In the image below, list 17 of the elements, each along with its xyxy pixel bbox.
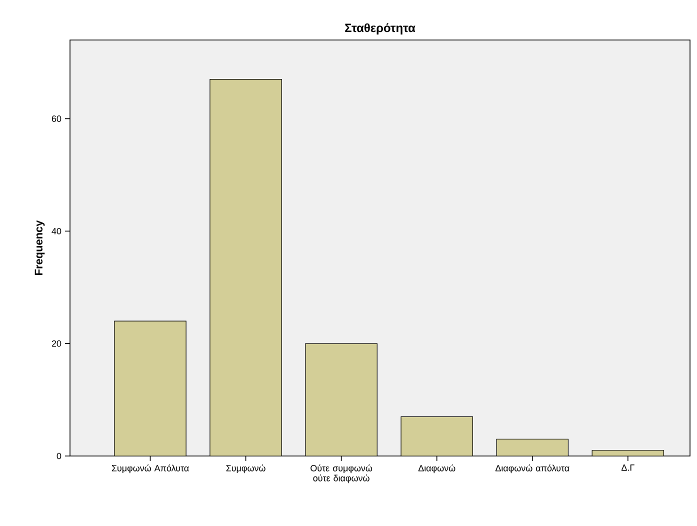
bar [496,438,569,456]
y-tick-label: 60 [52,116,62,122]
y-tick-label: 0 [56,452,62,460]
y-tick-label: 20 [52,340,62,347]
bar [305,343,378,456]
y-tick-label: 40 [52,228,62,234]
x-tick-label: Συμφωνώ Απόλυτα [112,464,189,474]
bar [210,79,282,456]
y-axis-title: Frequency [34,220,45,275]
bar [114,320,186,456]
x-tick-label: Διαφωνώ [418,464,456,474]
x-tick-label: Συμφωνώ [226,464,266,474]
x-tick-label: Ούτε συμφωνώ ούτε διαφωνώ [310,464,372,484]
chart-title: Σταθερότητα [345,23,416,34]
x-tick-label: Δ.Γ [621,464,634,471]
bar [400,416,473,456]
x-tick-label: Διαφωνώ απόλυτα [495,464,570,474]
